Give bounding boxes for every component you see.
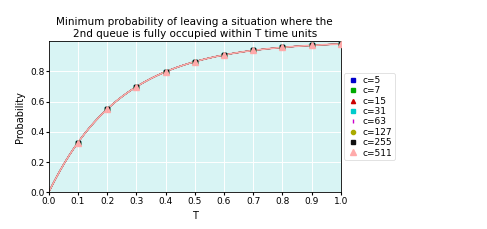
Title: Minimum probability of leaving a situation where the
2nd queue is fully occupied: Minimum probability of leaving a situati… bbox=[56, 17, 333, 39]
Legend: c=5, c=7, c=15, c=31, c=63, c=127, c=255, c=511: c=5, c=7, c=15, c=31, c=63, c=127, c=255… bbox=[344, 73, 395, 160]
X-axis label: T: T bbox=[192, 211, 198, 221]
Y-axis label: Probability: Probability bbox=[15, 91, 25, 143]
